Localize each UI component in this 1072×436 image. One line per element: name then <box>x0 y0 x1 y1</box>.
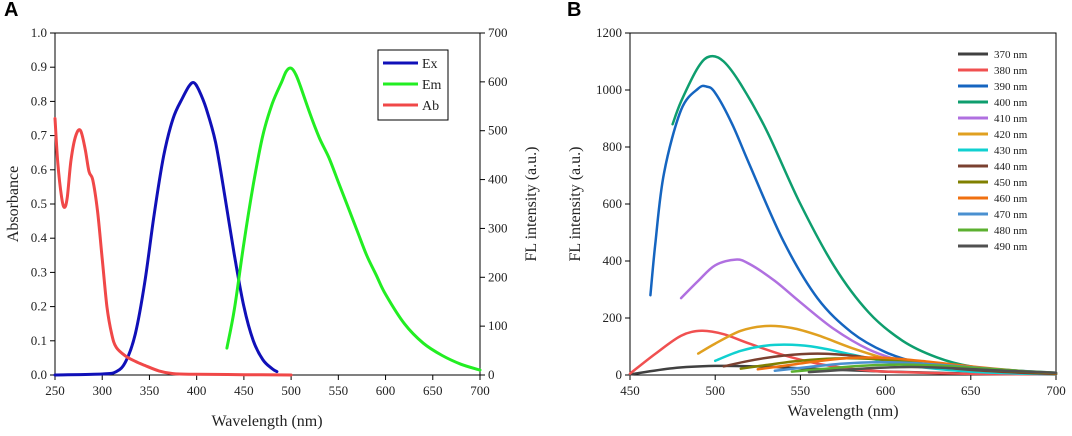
panel-b-xlabel: Wavelength (nm) <box>787 403 898 420</box>
panel-b-ytick-label: 600 <box>603 196 623 211</box>
panel-a-ylabel: Absorbance <box>5 166 22 242</box>
panel-a-xtick-label: 400 <box>187 383 207 398</box>
panel-a-y2tick-label: 500 <box>488 123 508 138</box>
legend-label-470-nm: 470 nm <box>994 209 1028 221</box>
panel-a-ytick-label: 0.4 <box>31 230 48 245</box>
panel-a-label: A <box>4 0 18 21</box>
panel-b-xtick-label: 500 <box>705 383 725 398</box>
legend-label-490-nm: 490 nm <box>994 241 1028 253</box>
legend-label-400-nm: 400 nm <box>994 97 1028 109</box>
panel-b-xtick-label: 700 <box>1046 383 1066 398</box>
panel-a-xtick-label: 450 <box>234 383 254 398</box>
panel-a-lines <box>53 66 482 377</box>
panel-a-xtick-label: 250 <box>45 383 65 398</box>
panel-b-legend: 370 nm 380 nm 390 nm 400 nm 410 nm 420 nm 430 … <box>958 49 1028 253</box>
legend-label-370-nm: 370 nm <box>994 49 1028 61</box>
panel-b-xtick-label: 600 <box>876 383 896 398</box>
panel-a-xtick-label: 700 <box>470 383 490 398</box>
panel-a-legend: Ex Em Ab <box>377 49 449 121</box>
legend-label-450-nm: 450 nm <box>994 177 1028 189</box>
panel-a-y2tick-label: 100 <box>488 318 508 333</box>
panel-b-ytick-label: 0 <box>616 367 623 382</box>
legend-label-ab: Ab <box>422 99 439 114</box>
panel-b-ytick-label: 400 <box>603 253 623 268</box>
legend-label-430-nm: 430 nm <box>994 145 1028 157</box>
panel-a-xtick-label: 650 <box>423 383 443 398</box>
panel-b-ytick-label: 1200 <box>596 25 622 40</box>
legend-label-480-nm: 480 nm <box>994 225 1028 237</box>
series-line-ab <box>53 117 293 377</box>
panel-a-y2label: FL intensity (a.u.) <box>523 147 540 262</box>
panel-b-ytick-label: 800 <box>603 139 623 154</box>
panel-a-xlabel: Wavelength (nm) <box>211 413 322 430</box>
legend-label-440-nm: 440 nm <box>994 161 1028 173</box>
panel-a-ticks: 250 300 350 400 450 500 550 600 650 700 0.0 0.1 0.2 0… <box>31 25 508 398</box>
legend-label-420-nm: 420 nm <box>994 129 1028 141</box>
panel-a-xtick-label: 600 <box>376 383 396 398</box>
panel-b-ytick-label: 200 <box>603 310 623 325</box>
panel-b-ytick-label: 1000 <box>596 82 622 97</box>
panel-a-xtick-label: 300 <box>92 383 112 398</box>
panel-a-ytick-label: 1.0 <box>31 25 47 40</box>
legend-label-390-nm: 390 nm <box>994 81 1028 93</box>
panel-a-ytick-label: 0.1 <box>31 333 47 348</box>
legend-label-ex: Ex <box>422 57 438 72</box>
panel-a-y2tick-label: 0 <box>488 367 495 382</box>
panel-b-ticks: 450 500 550 600 650 700 0 200 400 600 800 1000 1200 <box>596 25 1066 398</box>
series-line-ex <box>53 80 279 377</box>
legend-label-380-nm: 380 nm <box>994 65 1028 77</box>
panel-a-ytick-label: 0.5 <box>31 196 47 211</box>
panel-b-ylabel: FL intensity (a.u.) <box>567 147 584 262</box>
legend-label-em: Em <box>422 78 442 93</box>
series-line-380-nm <box>628 329 1058 376</box>
panel-a-xtick-label: 350 <box>140 383 160 398</box>
panel-a-ytick-label: 0.0 <box>31 367 47 382</box>
panel-b-xtick-label: 550 <box>791 383 811 398</box>
panel-a-ytick-label: 0.3 <box>31 264 47 279</box>
panel-b-xtick-label: 650 <box>961 383 981 398</box>
legend-label-460-nm: 460 nm <box>994 193 1028 205</box>
panel-a-y2tick-label: 700 <box>488 25 508 40</box>
panel-a-y2tick-label: 600 <box>488 74 508 89</box>
panel-a-xtick-label: 500 <box>281 383 301 398</box>
legend-label-410-nm: 410 nm <box>994 113 1028 125</box>
panel-b-label: B <box>567 0 581 21</box>
panel-b-lines <box>628 54 1058 376</box>
panel-a-ytick-label: 0.8 <box>31 93 47 108</box>
panel-a-y2tick-label: 300 <box>488 220 508 235</box>
series-line-490-nm <box>807 365 1058 374</box>
panel-b-chart: 450 500 550 600 650 700020040060080010001200 … <box>567 25 1066 420</box>
panel-a-y2tick-label: 400 <box>488 172 508 187</box>
series-line-em <box>225 66 482 372</box>
panel-a-chart: 250 300 350 400 450 500 550 600 650 700 0.0 0.1 0.2 0… <box>5 25 540 430</box>
panel-b-xtick-label: 450 <box>620 383 640 398</box>
panel-a-ytick-label: 0.6 <box>31 162 48 177</box>
panel-a-ytick-label: 0.7 <box>31 128 48 143</box>
panel-a-ytick-label: 0.2 <box>31 299 47 314</box>
panel-a-xtick-label: 550 <box>329 383 349 398</box>
panel-a-y2tick-label: 200 <box>488 269 508 284</box>
panel-a-ytick-label: 0.9 <box>31 59 47 74</box>
